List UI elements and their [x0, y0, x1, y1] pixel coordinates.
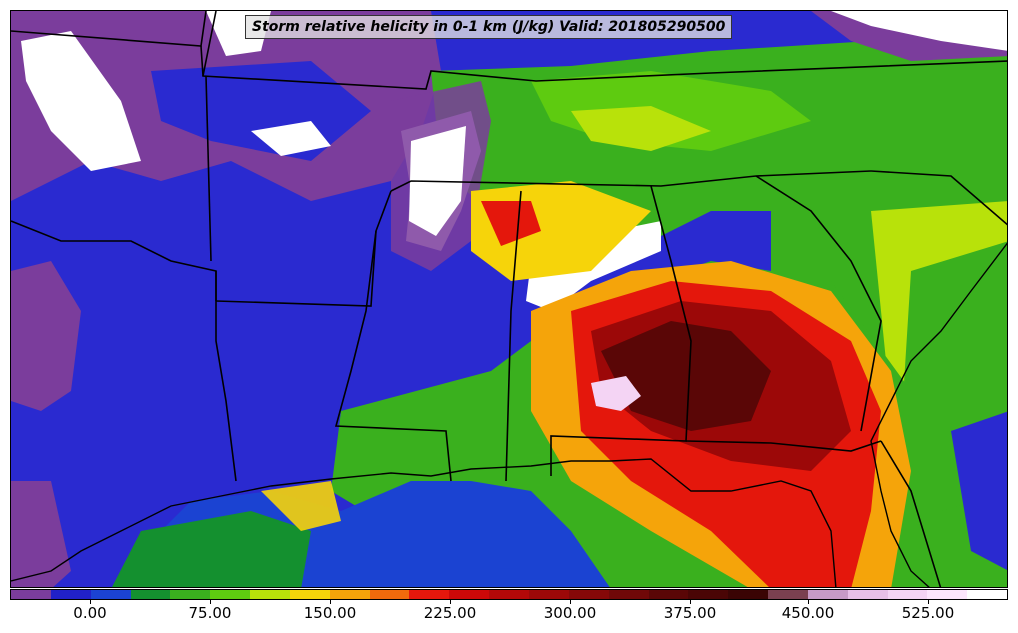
field-yellow-north — [571, 106, 711, 151]
colorbar-tick-mark — [90, 600, 91, 604]
colorbar-tick-mark — [330, 600, 331, 604]
field-pink-core — [591, 376, 641, 411]
colorbar-segment — [648, 590, 689, 599]
colorbar-tick-mark — [808, 600, 809, 604]
colorbar — [10, 589, 1008, 600]
colorbar-segment — [90, 590, 131, 599]
colorbar-tick-mark — [210, 600, 211, 604]
helicity-map — [11, 11, 1007, 587]
colorbar-segment — [927, 590, 968, 599]
field-maroon-core — [601, 321, 771, 431]
colorbar-segment — [528, 590, 569, 599]
colorbar-segment — [11, 590, 51, 599]
colorbar-segment — [489, 590, 529, 599]
colorbar-tick-label: 525.00 — [901, 604, 955, 622]
colorbar-tick-label: 450.00 — [781, 604, 835, 622]
colorbar-segment — [728, 590, 769, 599]
field-purple-sw — [11, 481, 71, 587]
state-borders — [11, 11, 1007, 587]
colorbar-tick-label: 300.00 — [543, 604, 597, 622]
coastline — [11, 242, 1007, 587]
colorbar-segment — [210, 590, 251, 599]
colorbar-segment — [967, 590, 1008, 599]
field-purple-w — [11, 261, 81, 411]
colorbar-tick-label: 75.00 — [188, 604, 232, 622]
colorbar-segment — [887, 590, 928, 599]
field-red-nc — [481, 201, 541, 246]
colorbar-tick-label: 375.00 — [663, 604, 717, 622]
field-gulf-green — [112, 511, 311, 587]
colorbar-segment — [688, 590, 729, 599]
field-white-nw1 — [21, 31, 141, 171]
colorbar-tick-mark — [690, 600, 691, 604]
colorbar-segment — [329, 590, 370, 599]
colorbar-tick-mark — [450, 600, 451, 604]
colorbar-segment — [130, 590, 171, 599]
colorbar-segment — [250, 590, 290, 599]
colorbar-ticks: 0.00 75.00 150.00 225.00 300.00 375.00 450.00 5… — [10, 600, 1008, 633]
colorbar-segment — [608, 590, 649, 599]
colorbar-segment — [847, 590, 888, 599]
field-white-nw3 — [251, 121, 331, 156]
field-blue-se — [951, 411, 1007, 570]
colorbar-segment — [807, 590, 848, 599]
colorbar-tick-mark — [570, 600, 571, 604]
colorbar-tick-label: 0.00 — [73, 604, 107, 622]
map-title: Storm relative helicity in 0-1 km (J/kg)… — [245, 15, 733, 39]
colorbar-segment — [768, 590, 808, 599]
map-panel — [10, 10, 1008, 588]
colorbar-tick-label: 150.00 — [303, 604, 357, 622]
colorbar-segment — [369, 590, 410, 599]
colorbar-segment — [289, 590, 330, 599]
colorbar-tick-label: 225.00 — [423, 604, 477, 622]
colorbar-segment — [568, 590, 609, 599]
field-white-ne — [831, 11, 1007, 51]
colorbar-segment — [170, 590, 211, 599]
colorbar-segment — [449, 590, 490, 599]
field-gulf-yellow — [261, 481, 341, 531]
colorbar-segment — [50, 590, 91, 599]
colorbar-segment — [409, 590, 450, 599]
colorbar-tick-mark — [928, 600, 929, 604]
